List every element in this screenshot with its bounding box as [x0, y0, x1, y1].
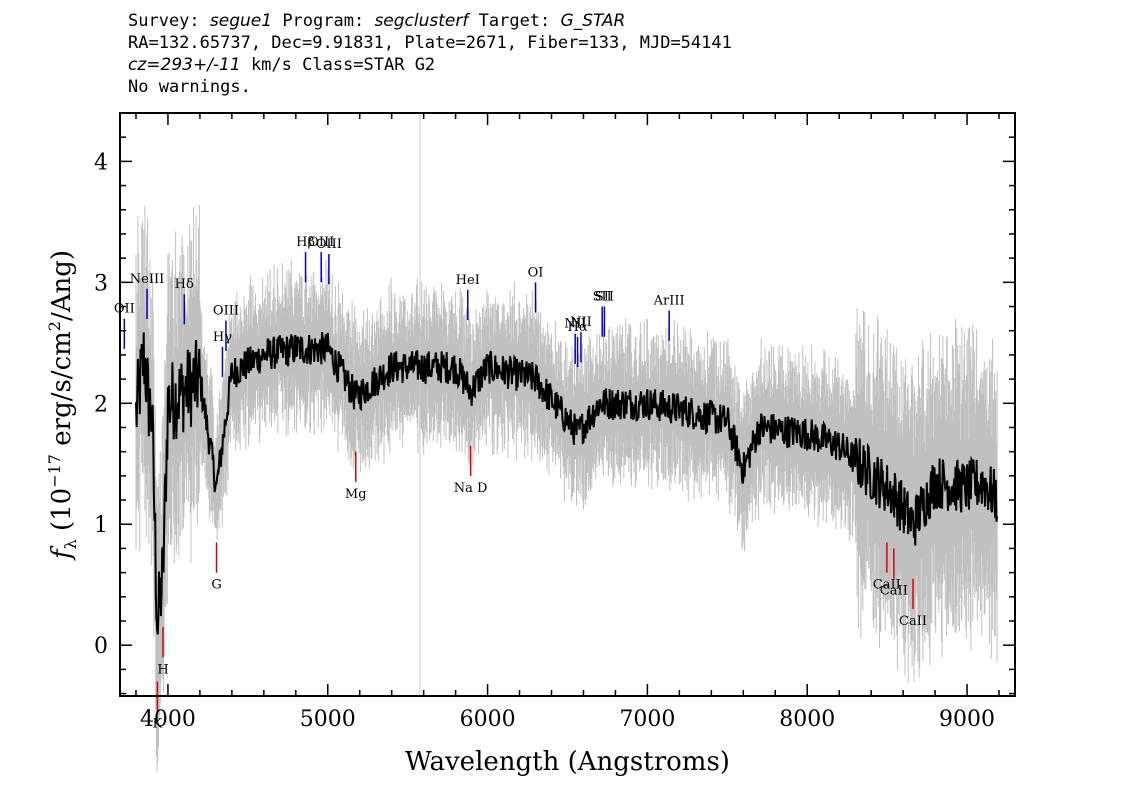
absorption-line-label: Mg [345, 487, 367, 502]
x-tick-label: 7000 [619, 707, 675, 732]
spectrum-header: Survey: segue1 Program: segclusterf Targ… [128, 10, 732, 98]
x-tick-label: 8000 [779, 707, 835, 732]
emission-line-label: NII [564, 317, 586, 332]
y-axis-exponent-2: 2 [45, 321, 64, 331]
emission-line-label: OIII [213, 304, 239, 319]
emission-line-label: HeI [456, 273, 480, 288]
redshift-value: cz=293+/-11 [128, 55, 241, 75]
error-band [135, 204, 998, 773]
error-strokes [135, 204, 998, 773]
x-tick-label: 9000 [939, 707, 995, 732]
program-label: Program: [282, 11, 365, 31]
header-line-survey: Survey: segue1 Program: segclusterf Targ… [128, 10, 732, 32]
emission-line-label: Hβ [296, 235, 315, 250]
y-axis-exponent: −17 [45, 454, 64, 488]
plot-frame [119, 112, 1016, 697]
y-tick-label: 3 [94, 271, 108, 296]
emission-line-label: OIII [316, 237, 342, 252]
emission-line-label: ArIII [653, 294, 685, 309]
emission-line-label: SII [595, 290, 614, 305]
y-axis-close: /Ang) [47, 250, 77, 321]
absorption-line-label: H [157, 662, 168, 677]
y-tick-label: 4 [94, 150, 108, 175]
emission-line-label: Hα [568, 320, 588, 335]
y-axis-units: erg/s/cm [47, 331, 77, 454]
flux-line [135, 332, 999, 635]
emission-line-label: OII [114, 302, 135, 317]
program-value: segclusterf [374, 11, 469, 31]
absorption-line-label: K [153, 717, 163, 732]
absorption-line-label: G [211, 578, 221, 593]
y-axis-title: fλ (10−17 erg/s/cm2/Ang) [45, 250, 80, 561]
absorption-line-label: CaII [880, 584, 908, 599]
flux-series [135, 332, 999, 635]
y-axis-open: (10 [47, 488, 77, 540]
emission-line-label: NeIII [130, 272, 164, 287]
target-value: G_STAR [560, 11, 626, 31]
header-line-redshift: cz=293+/-11 km/s Class=STAR G2 [128, 54, 732, 76]
x-axis-title: Wavelength (Angstroms) [405, 747, 730, 777]
emission-line-label: OI [528, 265, 544, 280]
emission-line-label: SII [593, 290, 612, 305]
emission-line-label: NII [570, 315, 592, 330]
header-line-warnings: No warnings. [128, 77, 251, 97]
y-tick-label: 2 [94, 392, 108, 417]
axis-ticks: 4000 5000 6000 7000 8000 9000 0 1 2 3 4 [94, 113, 1015, 732]
absorption-line-label: CaII [873, 578, 901, 593]
absorption-line-label: Na D [454, 481, 488, 496]
emission-line-label: Hδ [175, 277, 194, 292]
emission-line-label: OIII [308, 235, 334, 250]
survey-label: Survey: [128, 11, 200, 31]
emission-line-label: Hγ [213, 330, 232, 345]
x-tick-label: 5000 [300, 707, 356, 732]
header-line-coordinates: RA=132.65737, Dec=9.91831, Plate=2671, F… [128, 33, 732, 53]
redshift-class: km/s Class=STAR G2 [240, 55, 436, 75]
y-tick-label: 0 [94, 634, 108, 659]
y-axis-lambda: λ [61, 539, 80, 549]
y-tick-label: 1 [94, 513, 108, 538]
x-tick-label: 4000 [140, 707, 196, 732]
target-label: Target: [478, 11, 551, 31]
absorption-line-label: CaII [899, 614, 927, 629]
x-tick-label: 6000 [460, 707, 516, 732]
survey-value: segue1 [209, 11, 273, 31]
